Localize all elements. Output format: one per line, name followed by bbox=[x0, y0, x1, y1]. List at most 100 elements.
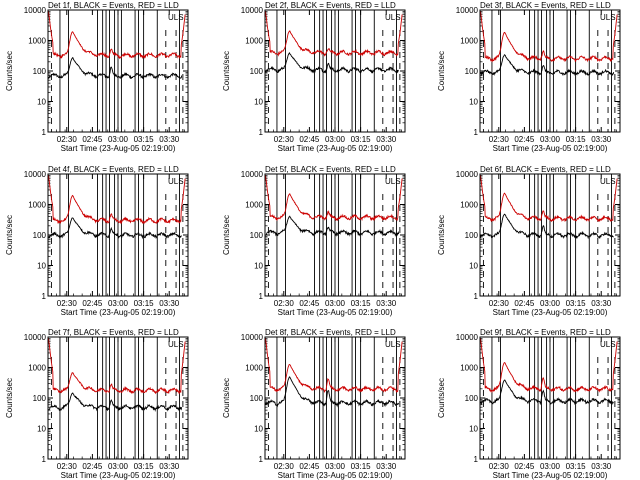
x-axis-label: Start Time (23-Aug-05 02:19:00) bbox=[493, 144, 608, 153]
y-tick-label: 1 bbox=[42, 455, 47, 464]
y-tick-label: 10 bbox=[37, 262, 46, 271]
events-rate-line bbox=[48, 56, 183, 80]
lld-rate-line bbox=[48, 338, 186, 395]
y-tick-label: 1000 bbox=[460, 364, 478, 373]
panel-title: Det 5f, BLACK = Events, RED = LLD bbox=[265, 165, 396, 174]
y-tick-label: 1000 bbox=[28, 201, 46, 210]
lld-rate-line bbox=[48, 11, 186, 60]
x-tick-label: 03:30 bbox=[376, 135, 397, 144]
x-tick-label: 02:45 bbox=[514, 135, 535, 144]
y-tick-label: 1 bbox=[259, 292, 264, 301]
panel-title: Det 9f, BLACK = Events, RED = LLD bbox=[480, 328, 611, 337]
flag-text: ULS bbox=[385, 340, 401, 349]
x-tick-label: 03:15 bbox=[351, 299, 372, 308]
plot-frame bbox=[47, 9, 189, 133]
y-tick-label: 1000 bbox=[460, 201, 478, 210]
events-rate-line bbox=[48, 392, 183, 412]
y-tick-label: 10000 bbox=[24, 333, 47, 342]
events-rate-line bbox=[480, 213, 614, 240]
y-tick-label: 10000 bbox=[241, 170, 264, 179]
y-axis-label: Counts/sec bbox=[437, 215, 446, 255]
x-tick-label: 03:30 bbox=[159, 462, 180, 471]
x-tick-label: 03:30 bbox=[376, 299, 397, 308]
y-tick-label: 1000 bbox=[245, 201, 263, 210]
y-tick-label: 10000 bbox=[24, 6, 47, 15]
x-tick-label: 02:45 bbox=[82, 299, 103, 308]
panel-title: Det 8f, BLACK = Events, RED = LLD bbox=[265, 328, 396, 337]
x-tick-label: 03:00 bbox=[325, 462, 346, 471]
lld-rate-line bbox=[48, 175, 186, 225]
y-tick-label: 10 bbox=[254, 262, 263, 271]
x-axis-label: Start Time (23-Aug-05 02:19:00) bbox=[61, 471, 176, 480]
y-tick-label: 10 bbox=[37, 425, 46, 434]
flag-text: ULS bbox=[600, 177, 616, 186]
plot-frame bbox=[264, 336, 406, 460]
y-tick-label: 10 bbox=[469, 425, 478, 434]
x-tick-label: 03:00 bbox=[540, 462, 561, 471]
y-tick-label: 1 bbox=[42, 292, 47, 301]
y-tick-label: 10 bbox=[254, 425, 263, 434]
y-axis-label: Counts/sec bbox=[5, 215, 14, 255]
x-tick-label: 03:30 bbox=[591, 462, 612, 471]
y-tick-label: 10000 bbox=[456, 6, 479, 15]
panel-title: Det 7f, BLACK = Events, RED = LLD bbox=[48, 328, 179, 337]
plot-frame bbox=[479, 9, 621, 133]
y-tick-label: 1000 bbox=[460, 37, 478, 46]
x-tick-label: 03:00 bbox=[540, 135, 561, 144]
x-axis-label: Start Time (23-Aug-05 02:19:00) bbox=[61, 144, 176, 153]
y-axis-label: Counts/sec bbox=[5, 378, 14, 418]
x-tick-label: 03:00 bbox=[108, 462, 129, 471]
y-tick-label: 1 bbox=[259, 455, 264, 464]
plot-frame bbox=[479, 336, 621, 460]
x-tick-label: 03:15 bbox=[566, 135, 587, 144]
y-tick-label: 100 bbox=[465, 394, 479, 403]
events-rate-line bbox=[480, 54, 615, 77]
x-axis-label: Start Time (23-Aug-05 02:19:00) bbox=[278, 308, 393, 317]
y-tick-label: 1000 bbox=[245, 37, 263, 46]
y-axis-label: Counts/sec bbox=[437, 51, 446, 91]
x-tick-label: 02:45 bbox=[299, 135, 320, 144]
y-axis-label: Counts/sec bbox=[222, 378, 231, 418]
lld-rate-line bbox=[480, 11, 618, 63]
events-rate-line bbox=[48, 217, 182, 240]
y-tick-label: 10000 bbox=[456, 170, 479, 179]
panel-det-1: Det 1f, BLACK = Events, RED = LLD Counts/… bbox=[5, 1, 189, 153]
y-tick-label: 1 bbox=[474, 292, 479, 301]
x-tick-label: 03:00 bbox=[108, 135, 129, 144]
y-tick-label: 1000 bbox=[28, 37, 46, 46]
plot-frame bbox=[47, 336, 189, 460]
events-rate-line bbox=[265, 215, 400, 237]
y-tick-label: 100 bbox=[465, 231, 479, 240]
flag-text: ULS bbox=[168, 13, 184, 22]
y-tick-label: 1 bbox=[474, 128, 479, 137]
y-axis-label: Counts/sec bbox=[222, 51, 231, 91]
panel-title: Det 2f, BLACK = Events, RED = LLD bbox=[265, 1, 396, 10]
panel-title: Det 1f, BLACK = Events, RED = LLD bbox=[48, 1, 179, 10]
flag-text: ULS bbox=[385, 177, 401, 186]
plot-frame bbox=[479, 173, 621, 297]
panel-title: Det 6f, BLACK = Events, RED = LLD bbox=[480, 165, 611, 174]
x-tick-label: 03:15 bbox=[351, 462, 372, 471]
flag-text: ULS bbox=[385, 13, 401, 22]
x-tick-label: 03:30 bbox=[159, 135, 180, 144]
x-tick-label: 03:15 bbox=[134, 462, 155, 471]
y-tick-label: 100 bbox=[250, 231, 264, 240]
events-rate-line bbox=[265, 376, 400, 408]
y-tick-label: 100 bbox=[250, 67, 264, 76]
panel-det-3: Det 3f, BLACK = Events, RED = LLD Counts/… bbox=[437, 1, 621, 153]
x-tick-label: 03:15 bbox=[134, 135, 155, 144]
y-tick-label: 1000 bbox=[28, 364, 46, 373]
y-tick-label: 100 bbox=[465, 67, 479, 76]
x-axis-label: Start Time (23-Aug-05 02:19:00) bbox=[61, 308, 176, 317]
y-axis-label: Counts/sec bbox=[437, 378, 446, 418]
y-tick-label: 10 bbox=[469, 262, 478, 271]
x-tick-label: 03:15 bbox=[351, 135, 372, 144]
y-axis-label: Counts/sec bbox=[222, 215, 231, 255]
x-tick-label: 02:45 bbox=[299, 299, 320, 308]
x-tick-label: 02:30 bbox=[274, 299, 295, 308]
x-tick-label: 02:30 bbox=[57, 462, 78, 471]
x-tick-label: 03:00 bbox=[325, 135, 346, 144]
x-tick-label: 02:45 bbox=[299, 462, 320, 471]
x-tick-label: 02:30 bbox=[489, 462, 510, 471]
